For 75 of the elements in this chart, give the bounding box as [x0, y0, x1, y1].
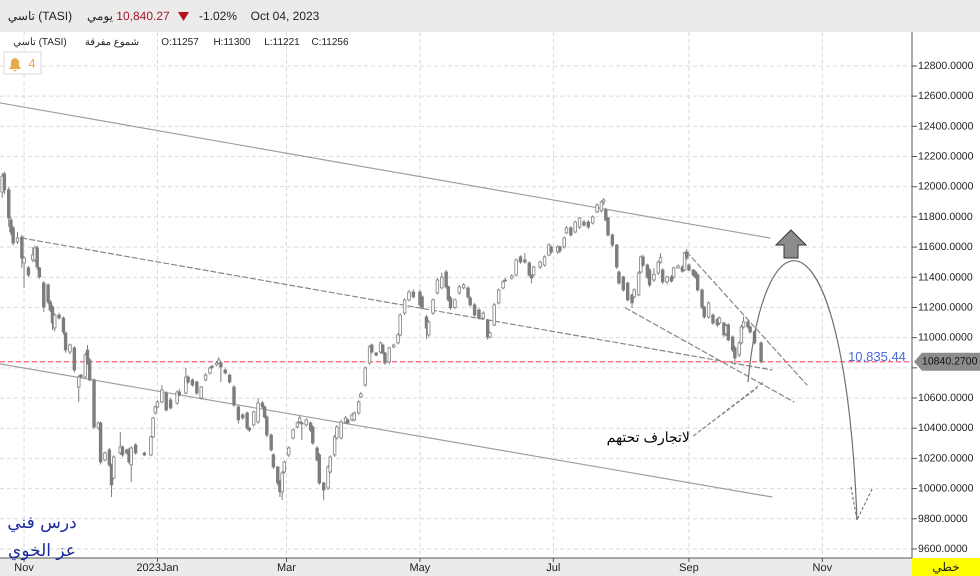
x-tick-label: Jul — [546, 562, 560, 574]
annotation: H:11300 — [213, 37, 251, 48]
candlestick — [652, 268, 656, 282]
y-tick-label: 11200.0000 — [918, 301, 973, 314]
candlestick — [431, 298, 435, 316]
candlestick — [514, 258, 518, 278]
candlestick — [195, 380, 199, 396]
candlestick — [501, 280, 505, 290]
y-tick-label: 12600.0000 — [918, 90, 974, 102]
candlestick — [219, 360, 223, 383]
candlestick — [477, 308, 481, 320]
y-tick-label: 9800.0000 — [918, 512, 968, 525]
x-tick-label: Nov — [812, 562, 833, 574]
y-tick-label: 12200.0000 — [918, 150, 974, 163]
annotation: شموع مفرقة — [84, 37, 140, 48]
candlestick — [291, 428, 295, 440]
candlestick — [578, 216, 582, 230]
y-tick-label: 11800.0000 — [918, 210, 973, 223]
candlestick — [453, 298, 457, 310]
text: 10,840.27 — [116, 9, 170, 23]
text: يومي — [87, 9, 113, 23]
text: خطي — [932, 560, 960, 574]
x-tick-label: Mar — [277, 562, 296, 574]
text: Oct 04, 2023 — [250, 9, 320, 23]
candlestick — [26, 265, 30, 278]
candlestick — [595, 202, 599, 214]
candlestick — [286, 446, 290, 458]
y-tick-label: 12000.0000 — [918, 180, 974, 193]
y-tick-label: 11400.0000 — [918, 271, 973, 284]
candlestick — [311, 424, 314, 446]
annotation: لاتجارف تحتهم — [606, 429, 690, 446]
candlestick — [364, 366, 367, 388]
annotation: عز الخوي — [8, 541, 76, 561]
candlestick — [232, 384, 236, 408]
annotation: C:11256 — [311, 37, 349, 48]
annotation: درس فني — [7, 513, 77, 533]
candlestick — [245, 411, 249, 430]
text: -1.02% — [198, 9, 238, 23]
annotation: تاسي (TASI) — [13, 37, 67, 48]
y-tick-label: 12400.0000 — [918, 120, 974, 132]
y-tick-label: 11000.0000 — [918, 332, 973, 344]
y-tick-label: 9600.0000 — [918, 542, 968, 555]
candlestick — [256, 398, 260, 424]
annotation: 4 — [28, 56, 36, 71]
y-tick-label: 10400.0000 — [918, 422, 974, 434]
chart-title: تاسي (TASI) — [8, 9, 72, 23]
candlestick — [590, 214, 594, 225]
y-tick-label: 10200.0000 — [918, 452, 974, 464]
x-tick-label: May — [410, 562, 431, 574]
candlestick — [492, 302, 496, 327]
annotation: 10,835.44 — [848, 349, 906, 364]
candlestick — [228, 373, 232, 384]
candlestick — [648, 268, 652, 288]
y-tick-label: 12800.0000 — [918, 60, 974, 72]
candlestick — [412, 288, 416, 299]
candlestick — [77, 374, 80, 402]
x-tick-label: Nov — [14, 562, 34, 574]
candlestick — [436, 278, 440, 296]
candlestick — [672, 266, 676, 280]
y-tick-label: 10000.0000 — [918, 482, 974, 495]
annotation: L:11221 — [264, 37, 300, 48]
x-tick-label: 2023Jan — [136, 562, 179, 574]
x-tick-label: Sep — [679, 562, 699, 574]
candlestick — [542, 254, 546, 268]
ref-line-label: 10840.2700 — [922, 356, 978, 368]
candlestick — [706, 300, 710, 320]
annotation: O:11257 — [161, 37, 200, 48]
y-tick-label: 10600.0000 — [918, 392, 974, 404]
candlestick — [523, 252, 527, 264]
candlestick — [72, 345, 76, 373]
candlestick — [496, 288, 500, 305]
candlestick — [759, 340, 763, 364]
y-tick-label: 11600.0000 — [918, 241, 973, 254]
candlestick — [175, 390, 179, 406]
candlestick — [236, 405, 240, 424]
